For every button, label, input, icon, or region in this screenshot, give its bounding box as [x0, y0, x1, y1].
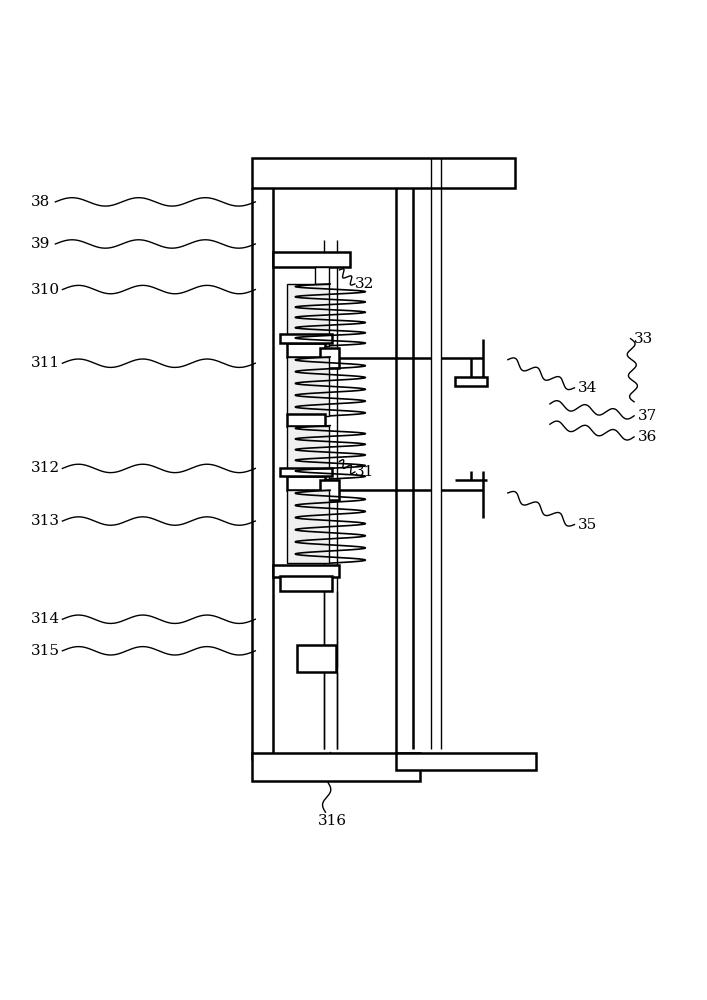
Text: 316: 316 [318, 814, 347, 828]
Bar [320, 348, 339, 368]
Bar [287, 343, 325, 357]
Bar [396, 753, 536, 770]
Text: 314: 314 [31, 612, 60, 626]
Bar [287, 476, 325, 490]
Bar [287, 426, 329, 479]
Text: 37: 37 [638, 409, 657, 423]
Text: 315: 315 [31, 644, 60, 658]
Text: 32: 32 [355, 277, 374, 291]
Bar [315, 267, 329, 284]
Bar [298, 645, 336, 672]
Bar [320, 480, 339, 500]
Text: 35: 35 [578, 518, 597, 532]
Text: 31: 31 [355, 465, 374, 479]
Bar [455, 377, 487, 386]
Bar [280, 576, 332, 591]
Text: 39: 39 [31, 237, 50, 251]
Bar [280, 468, 332, 476]
Bar [252, 158, 515, 188]
Text: 38: 38 [31, 195, 50, 209]
Bar [287, 284, 329, 346]
Bar [273, 252, 350, 267]
Bar [287, 357, 329, 416]
Text: 312: 312 [31, 461, 60, 475]
Text: 310: 310 [31, 283, 60, 297]
Text: 313: 313 [31, 514, 60, 528]
Text: 34: 34 [578, 381, 597, 395]
Bar [287, 490, 329, 563]
Bar [287, 414, 325, 426]
Bar [273, 565, 339, 577]
Text: 311: 311 [31, 356, 60, 370]
Text: 36: 36 [638, 430, 657, 444]
Text: 33: 33 [634, 332, 653, 346]
Bar [252, 753, 420, 781]
Bar [280, 334, 332, 343]
